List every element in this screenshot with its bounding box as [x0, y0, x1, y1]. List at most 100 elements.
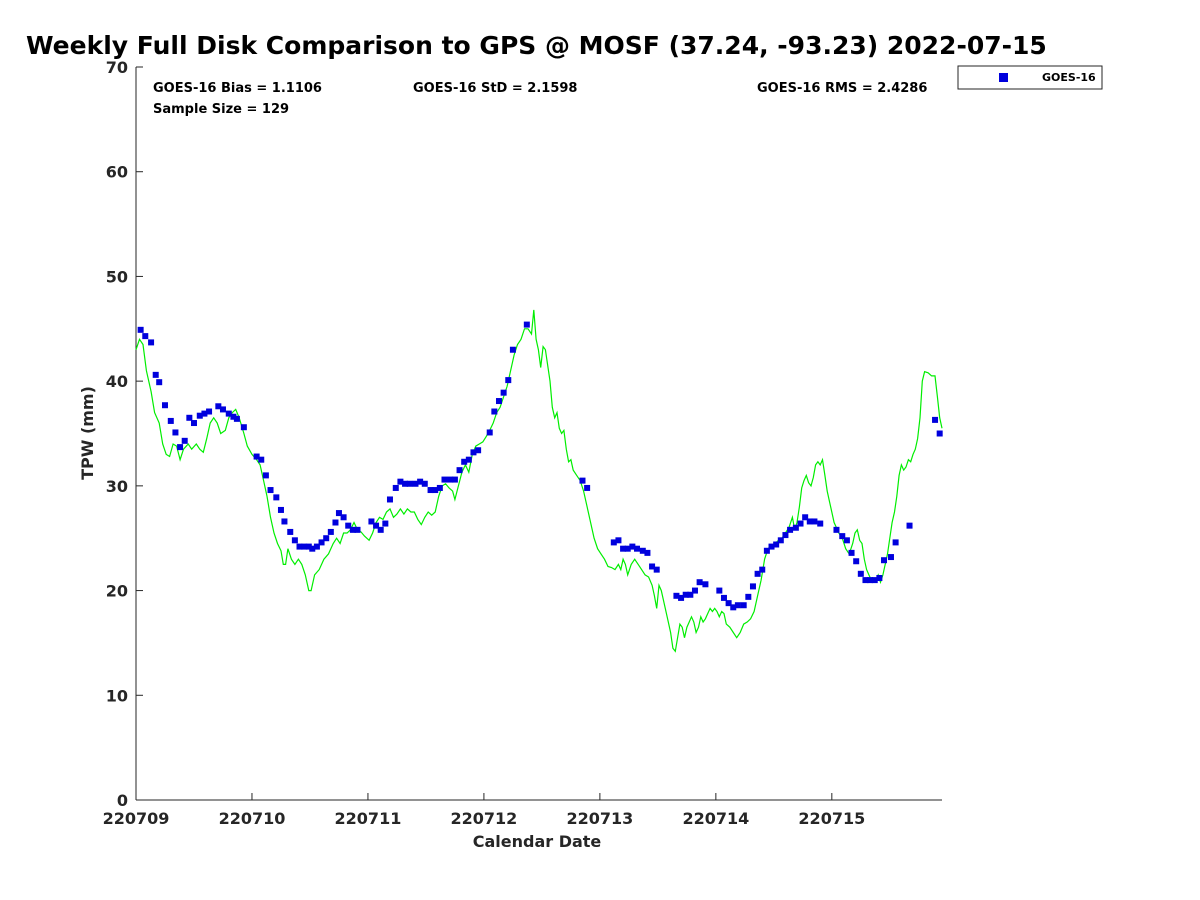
goes16-point [653, 566, 660, 573]
goes16-point [313, 543, 320, 550]
y-axis-label: TPW (mm) [78, 386, 97, 480]
goes16-point [345, 522, 352, 529]
goes16-point [740, 602, 747, 609]
goes16-point [806, 518, 813, 525]
goes16-point [932, 416, 939, 423]
goes16-point [215, 403, 222, 410]
goes16-point [871, 577, 878, 584]
goes16-point [720, 594, 727, 601]
goes16-point [167, 417, 174, 424]
x-axis-label: Calendar Date [473, 832, 602, 851]
goes16-point [475, 447, 482, 454]
goes16-point [768, 543, 775, 550]
goes16-point [505, 377, 512, 384]
goes16-point [402, 480, 409, 487]
goes16-point [486, 429, 493, 436]
goes16-point [230, 413, 237, 420]
goes16-point [327, 528, 334, 535]
goes16-point [792, 524, 799, 531]
goes16-point [749, 583, 756, 590]
goes16-point [412, 480, 419, 487]
goes16-point [465, 456, 472, 463]
goes16-point [267, 487, 274, 494]
goes16-point [436, 484, 443, 491]
goes16-point [696, 579, 703, 586]
legend-label-goes16: GOES-16 [1042, 71, 1096, 84]
goes16-point [172, 429, 179, 436]
goes16-point [318, 539, 325, 546]
goes16-point [620, 545, 627, 552]
goes16-point [451, 476, 458, 483]
goes16-point [649, 563, 656, 570]
goes16-point [240, 424, 247, 431]
legend: GOES-16 [957, 65, 1103, 90]
goes16-point [716, 587, 723, 594]
goes16-point [309, 545, 316, 552]
goes16-point [725, 600, 732, 607]
goes16-point [678, 594, 685, 601]
goes16-point [137, 326, 144, 333]
x-tick-label: 220709 [103, 809, 170, 828]
plot-area: 0 10 20 30 40 50 60 70 220709 220710 220711 220712… [103, 58, 943, 828]
goes16-point [287, 528, 294, 535]
x-tick-label: 220711 [335, 809, 402, 828]
y-tick-label: 10 [106, 686, 128, 705]
goes16-point [281, 518, 288, 525]
goes16-point [332, 519, 339, 526]
y-ticks: 0 10 20 30 40 50 60 70 [106, 58, 143, 810]
goes16-point [773, 541, 780, 548]
goes16-point [691, 587, 698, 594]
sample-size-stat: Sample Size = 129 [153, 102, 289, 117]
goes16-point [892, 539, 899, 546]
goes16-point [219, 406, 226, 413]
goes16-point [687, 591, 694, 598]
goes16-point [610, 539, 617, 546]
goes16-point [491, 408, 498, 415]
goes16-point [186, 414, 193, 421]
goes16-point [181, 437, 188, 444]
x-tick-label: 220713 [566, 809, 633, 828]
goes16-point [190, 420, 197, 427]
goes16-point [615, 537, 622, 544]
goes16-point [258, 456, 265, 463]
goes16-point [461, 458, 468, 465]
goes16-point [936, 430, 943, 437]
goes16-point [392, 484, 399, 491]
goes16-point [853, 558, 860, 565]
y-tick-label: 70 [106, 58, 128, 77]
goes16-point [633, 545, 640, 552]
goes16-point [763, 547, 770, 554]
goes16-point [397, 478, 404, 485]
goes16-point [368, 518, 375, 525]
goes16-point [777, 537, 784, 544]
goes16-point [584, 484, 591, 491]
goes16-point [802, 514, 809, 521]
goes16-point [867, 577, 874, 584]
gps-series [135, 309, 943, 653]
goes16-point [759, 566, 766, 573]
goes16-point [296, 543, 303, 550]
goes16-point [629, 543, 636, 550]
goes16-point [470, 449, 477, 456]
rms-stat: GOES-16 RMS = 2.4286 [757, 81, 927, 96]
goes16-point [754, 570, 761, 577]
x-tick-label: 220715 [798, 809, 865, 828]
goes16-point [673, 592, 680, 599]
goes16-point [253, 453, 260, 460]
legend-marker-goes16 [999, 73, 1008, 82]
goes16-point [881, 557, 888, 564]
goes16-point [734, 602, 741, 609]
goes16-point [509, 346, 516, 353]
goes16-point [843, 537, 850, 544]
goes16-point [644, 549, 651, 556]
gps-line [135, 309, 943, 653]
goes16-point [291, 537, 298, 544]
goes16-point [876, 575, 883, 582]
chart-title: Weekly Full Disk Comparison to GPS @ MOS… [26, 31, 1047, 60]
goes16-point [406, 480, 413, 487]
goes16-point [500, 389, 507, 396]
goes16-point [579, 477, 586, 484]
goes16-point [797, 520, 804, 527]
goes16-point [262, 472, 269, 479]
goes16-point [730, 604, 737, 611]
